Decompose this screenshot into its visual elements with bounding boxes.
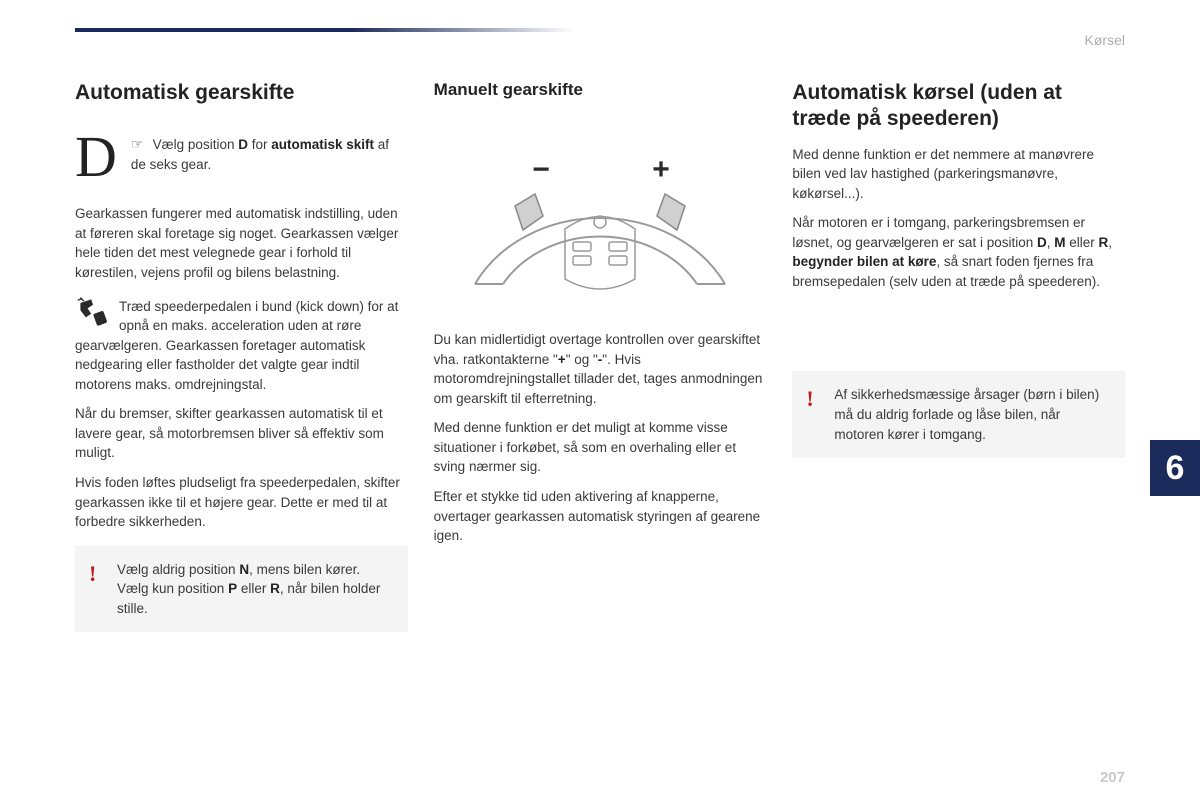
steering-wheel-diagram: − + (455, 114, 745, 314)
svg-text:−: − (532, 153, 550, 186)
d-instruction: ☞ Vælg position D for automatisk skift a… (131, 128, 408, 174)
col3-warn-text: Af sikkerhedsmæssige årsager (børn i bil… (834, 387, 1099, 441)
col1-title: Automatisk gearskifte (75, 80, 408, 106)
pedal-icon (75, 297, 111, 327)
warning-icon: ! (89, 558, 96, 590)
chapter-tab: 6 (1150, 440, 1200, 496)
col3-warning: ! Af sikkerhedsmæssige årsager (børn i b… (792, 371, 1125, 458)
col2-title: Manuelt gearskifte (434, 80, 767, 100)
col1-para1: Gearkassen fungerer med automatisk indst… (75, 204, 408, 282)
d-position-block: D ☞ Vælg position D for automatisk skift… (75, 128, 408, 186)
col1-para2: Når du bremser, skifter gearkassen autom… (75, 404, 408, 463)
col1-warn-line1: Vælg aldrig position N, mens bilen kører… (117, 560, 394, 580)
column-automatic-shift: Automatisk gearskifte D ☞ Vælg position … (75, 80, 408, 760)
col1-foot-para: Træd speederpedalen i bund (kick down) f… (75, 297, 408, 395)
svg-text:+: + (652, 153, 670, 186)
page-content: Automatisk gearskifte D ☞ Vælg position … (75, 80, 1125, 760)
d-letter: D (75, 128, 117, 186)
col2-para3: Efter et stykke tid uden aktivering af k… (434, 487, 767, 546)
col1-warning: ! Vælg aldrig position N, mens bilen kør… (75, 546, 408, 633)
column-manual-shift: Manuelt gearskifte − + Du kan midlerti (434, 80, 767, 760)
col3-para1: Med denne funktion er det nemmere at man… (792, 145, 1125, 204)
section-label: Kørsel (1085, 32, 1125, 48)
kickdown-block: Træd speederpedalen i bund (kick down) f… (75, 297, 408, 395)
col2-para2: Med denne funktion er det muligt at komm… (434, 418, 767, 477)
col3-para2: Når motoren er i tomgang, parkeringsbrem… (792, 213, 1125, 291)
col1-para3: Hvis foden løftes pludseligt fra speeder… (75, 473, 408, 532)
col3-title: Automatisk kørsel (uden at træde på spee… (792, 80, 1125, 133)
column-auto-driving: Automatisk kørsel (uden at træde på spee… (792, 80, 1125, 760)
pointer-icon: ☞ (131, 134, 149, 154)
col2-para1: Du kan midlertidigt overtage kontrollen … (434, 330, 767, 408)
page-number: 207 (1100, 769, 1125, 786)
col1-warn-line2: Vælg kun position P eller R, når bilen h… (117, 579, 394, 618)
warning-icon: ! (806, 383, 813, 415)
header-rule (75, 28, 575, 32)
